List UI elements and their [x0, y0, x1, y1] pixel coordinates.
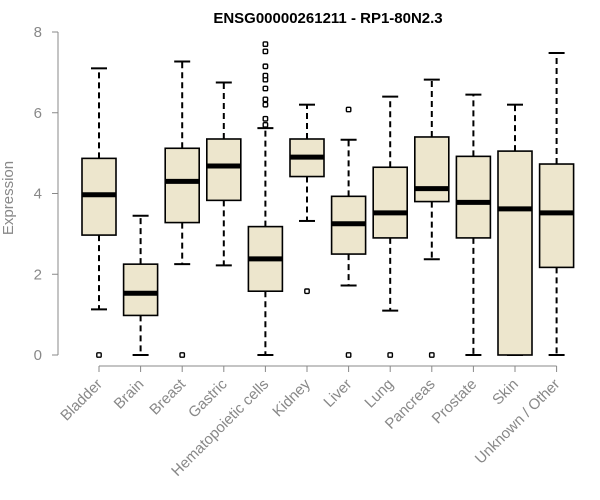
- outlier-point: [262, 41, 269, 48]
- box-10: [455, 93, 492, 356]
- y-tick-label: 6: [34, 105, 42, 122]
- box-iqr: [122, 263, 159, 317]
- y-tick-label: 8: [34, 24, 42, 41]
- chart-title: ENSG00000261211 - RP1-80N2.3: [213, 10, 442, 27]
- outlier-point: [262, 115, 269, 122]
- outlier-point: [262, 96, 269, 103]
- outlier-point: [345, 106, 352, 113]
- outlier-point: [179, 352, 186, 358]
- x-tick-label: Brain: [111, 376, 148, 413]
- outlier-point: [262, 48, 269, 55]
- box-4: [206, 81, 242, 267]
- box-9: [413, 78, 450, 358]
- box-iqr: [455, 155, 492, 239]
- box-11: [497, 103, 533, 356]
- box-8: [372, 95, 409, 358]
- outlier-point: [304, 288, 310, 295]
- x-tick-label: Bladder: [57, 376, 106, 425]
- y-tick-label: 0: [34, 347, 42, 364]
- box-iqr: [538, 163, 575, 269]
- outlier-point: [262, 101, 269, 108]
- box-iqr: [206, 138, 242, 202]
- x-tick-label: Breast: [146, 375, 189, 418]
- outlier-point: [262, 72, 269, 79]
- box-iqr: [372, 166, 409, 239]
- box-6: [289, 103, 325, 295]
- y-tick-label: 2: [34, 266, 42, 283]
- box-1: [81, 67, 117, 358]
- box-3: [164, 60, 200, 358]
- box-12: [538, 51, 575, 356]
- x-tick-label: Lung: [361, 376, 397, 412]
- x-tick-label: Skin: [489, 376, 522, 409]
- outlier-point: [262, 63, 269, 70]
- y-axis: 0 2 4 6 8: [34, 24, 59, 364]
- outlier-point: [262, 121, 269, 128]
- outlier-point: [96, 352, 102, 358]
- box-5: [247, 41, 284, 356]
- box-iqr: [413, 136, 450, 203]
- boxes-group: [81, 41, 575, 358]
- x-tick-label: Kidney: [269, 375, 314, 420]
- box-7: [330, 106, 367, 358]
- outlier-point: [387, 352, 394, 358]
- box-iqr: [164, 147, 200, 224]
- y-tick-label: 4: [34, 186, 42, 203]
- x-tick-label: Prostate: [429, 376, 481, 428]
- outlier-point: [262, 85, 269, 92]
- outlier-point: [428, 352, 435, 358]
- y-axis-label: Expression: [0, 161, 17, 235]
- x-tick-label: Liver: [320, 376, 355, 411]
- box-iqr: [497, 150, 533, 356]
- box-2: [122, 214, 159, 356]
- outlier-point: [345, 352, 352, 358]
